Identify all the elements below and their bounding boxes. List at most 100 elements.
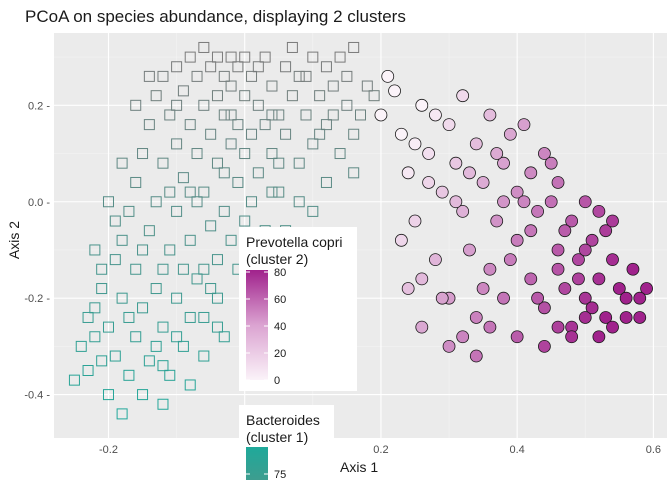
cluster-1-point xyxy=(157,321,169,333)
cluster-1-point xyxy=(123,369,135,381)
cluster-1-point xyxy=(341,99,353,111)
axis-ticks: -0.2 0.2 0.4 0.6 0.2 - 0.0 - -0.2 - -0.4 - xyxy=(24,100,661,456)
y-tick-label: 0.0 - xyxy=(28,197,50,209)
cluster-1-point xyxy=(130,331,142,343)
cluster-2-point xyxy=(429,253,442,267)
cluster-1-point xyxy=(184,51,196,63)
cluster-1-point xyxy=(143,355,155,367)
cluster-2-point xyxy=(449,156,463,170)
cluster-2-point xyxy=(483,108,497,122)
cluster-2-point xyxy=(497,291,510,305)
cluster-2-point xyxy=(415,320,429,334)
cluster-1-point xyxy=(286,90,298,102)
cluster-1-point xyxy=(300,70,312,82)
cluster-1-point xyxy=(143,70,155,82)
x-tick-label: -0.2 xyxy=(99,444,118,456)
cluster-1-point xyxy=(211,90,223,102)
cluster-2-point xyxy=(551,320,565,334)
cluster-2-point xyxy=(429,108,442,122)
cluster-1-point xyxy=(232,119,244,131)
cluster-1-point xyxy=(184,234,196,246)
cluster-1-point xyxy=(259,51,271,63)
cluster-2-point xyxy=(619,311,633,324)
cluster-1-point xyxy=(89,244,101,256)
cluster-2-point xyxy=(606,214,619,228)
cluster-1-point xyxy=(320,61,332,73)
cluster-2-point xyxy=(558,224,572,238)
cluster-2-point xyxy=(394,233,408,247)
cluster-2-point xyxy=(469,137,483,151)
cluster-1-point xyxy=(232,176,244,188)
cluster-1-point xyxy=(225,234,237,246)
cluster-2-point xyxy=(469,349,483,363)
cluster-1-point xyxy=(123,311,135,323)
cluster-1-point xyxy=(102,321,114,333)
cluster-2-point xyxy=(565,330,579,344)
cluster-1-point xyxy=(205,220,217,232)
cluster-2-point xyxy=(606,253,619,267)
cluster-2-point xyxy=(538,339,551,353)
cluster-2-point xyxy=(442,118,456,132)
cluster-1-point xyxy=(198,311,210,323)
cluster-1-point xyxy=(211,292,223,304)
cluster-2-point xyxy=(469,311,483,324)
cluster-1-point xyxy=(89,331,101,343)
cluster-1-point xyxy=(171,292,183,304)
cluster-1-point xyxy=(157,157,169,169)
cluster-2-point xyxy=(544,156,558,170)
y-tick-label: -0.4 - xyxy=(24,390,50,402)
cluster-2-point xyxy=(394,127,408,141)
cluster-1-point xyxy=(150,196,162,208)
cluster-1-point xyxy=(184,119,196,131)
cluster-1-point xyxy=(293,196,305,208)
cluster-1-point xyxy=(266,80,278,92)
cluster-1-point xyxy=(198,263,210,275)
cluster-2-point xyxy=(551,243,565,257)
cluster-1-point xyxy=(327,80,339,92)
cluster-2-point xyxy=(510,185,524,199)
cluster-2-point xyxy=(640,282,653,295)
cluster-1-point xyxy=(239,90,251,102)
cluster-1-point xyxy=(82,311,94,323)
cluster-2-point xyxy=(524,272,538,286)
cluster-1-point xyxy=(314,128,326,140)
cluster-1-point xyxy=(96,283,108,295)
cluster-2-point xyxy=(463,166,476,180)
cluster-2-point xyxy=(476,282,490,295)
cluster-2-point xyxy=(483,320,497,334)
cluster-1-point xyxy=(218,167,230,179)
cluster-1-point xyxy=(293,70,305,82)
cluster-2-point xyxy=(592,204,606,218)
legend-bacteroides-tick-label: 75 xyxy=(274,469,286,480)
cluster-2-point xyxy=(592,272,606,286)
cluster-1-point xyxy=(246,70,258,82)
cluster-1-point xyxy=(137,244,149,256)
cluster-2-point xyxy=(612,282,626,295)
cluster-1-point xyxy=(184,186,196,198)
cluster-1-point xyxy=(361,80,373,92)
cluster-1-point xyxy=(177,263,189,275)
cluster-1-point xyxy=(218,205,230,217)
cluster-2-point xyxy=(497,195,510,209)
cluster-1-point xyxy=(171,205,183,217)
cluster-1-point xyxy=(184,379,196,391)
y-axis-title: Axis 2 xyxy=(6,221,22,259)
cluster-1-point xyxy=(102,389,114,401)
cluster-1-point xyxy=(211,51,223,63)
cluster-1-point xyxy=(177,172,189,184)
cluster-1-point xyxy=(137,148,149,160)
cluster-1-point xyxy=(225,80,237,92)
cluster-2-point xyxy=(456,204,470,218)
cluster-2-point xyxy=(490,214,504,228)
cluster-1-point xyxy=(143,119,155,131)
cluster-2-point xyxy=(578,291,592,305)
cluster-2-point xyxy=(463,243,476,257)
cluster-1-point xyxy=(191,70,203,82)
cluster-1-point xyxy=(252,99,264,111)
cluster-1-point xyxy=(348,167,360,179)
cluster-2-point xyxy=(517,118,531,132)
cluster-1-point xyxy=(239,215,251,227)
cluster-1-point xyxy=(164,369,176,381)
x-axis-title: Axis 1 xyxy=(340,459,378,475)
cluster-2-point xyxy=(572,272,585,286)
